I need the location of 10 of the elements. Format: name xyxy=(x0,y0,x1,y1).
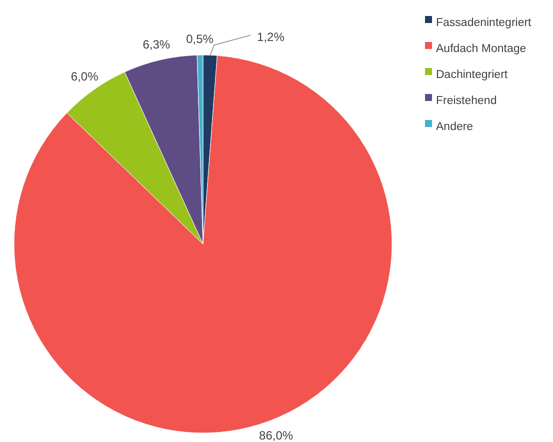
data-label: 0,5% xyxy=(186,32,214,46)
data-label: 86,0% xyxy=(259,428,294,442)
legend-label: Andere xyxy=(436,121,474,134)
data-label: 6,3% xyxy=(142,37,170,52)
legend-label: Dachintegriert xyxy=(436,69,508,82)
legend-label: Fassadenintegriert xyxy=(436,17,532,30)
legend-label: Aufdach Montage xyxy=(436,43,526,56)
data-label: 1,2% xyxy=(257,30,285,44)
data-label: 6,0% xyxy=(70,70,99,84)
legend-label: Freistehend xyxy=(436,95,497,108)
